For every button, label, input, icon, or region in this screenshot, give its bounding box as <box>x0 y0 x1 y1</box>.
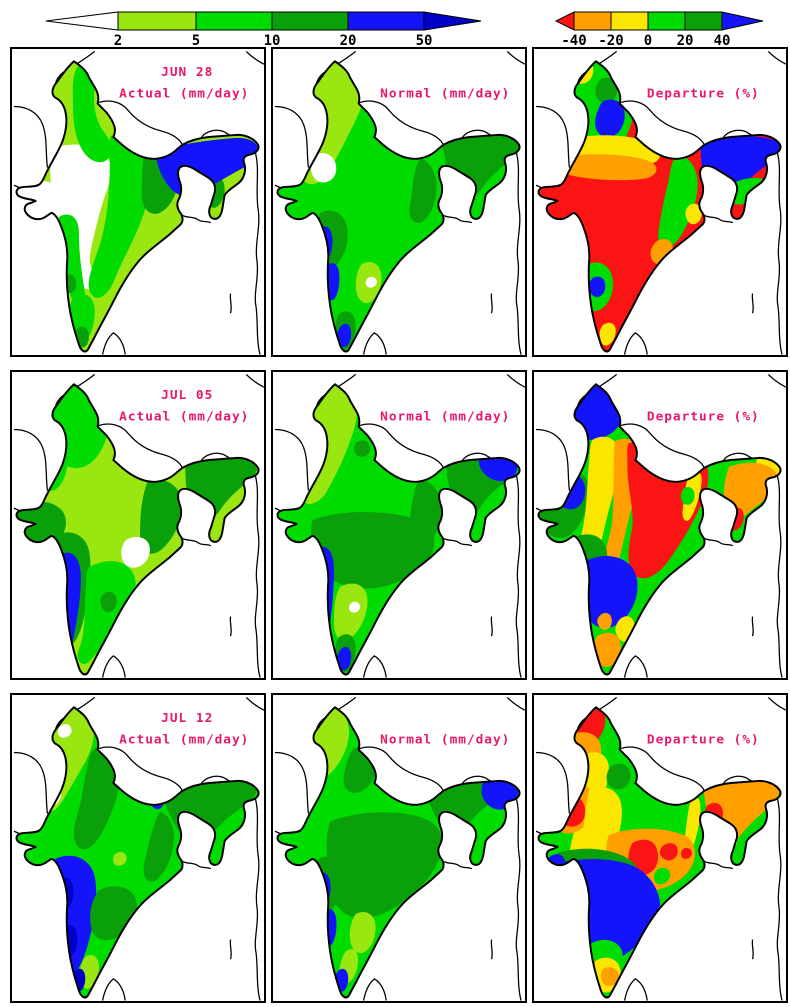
rain-tick-label: 20 <box>340 33 357 47</box>
contour-region-blue <box>337 323 352 348</box>
contour-region-dk_green <box>139 479 182 554</box>
contour-region-green <box>654 867 671 885</box>
contour-region-yellow <box>599 322 616 346</box>
contour-region-green <box>658 153 698 247</box>
contour-region-white <box>365 276 377 288</box>
contour-region-dk_green <box>16 501 66 545</box>
rain-segment-10-20 <box>271 11 349 31</box>
rain-tick-label: 5 <box>192 33 200 47</box>
departure-right-arrow <box>721 11 764 31</box>
departure-tick-label: -40 <box>561 33 586 47</box>
contour-region-dk_green <box>409 157 437 223</box>
contour-region-lt_green <box>349 911 376 954</box>
panel-title-label: Normal (mm/day) <box>380 733 510 748</box>
contour-region-blue <box>155 137 259 197</box>
contour-region-orange <box>557 154 657 181</box>
contour-region-dk_green <box>143 811 174 882</box>
contour-region-orange <box>600 967 620 986</box>
contour-region-white <box>50 144 111 290</box>
panel-title-label: Normal (mm/day) <box>380 410 510 425</box>
contour-region-yellow <box>685 203 702 225</box>
contour-region-lt_green <box>112 852 127 866</box>
contour-region-white <box>39 783 62 807</box>
panel-title-label: Actual (mm/day) <box>119 410 249 425</box>
map-panel-departure-jun28: Departure (%) <box>532 47 788 357</box>
panel-date-label: JUL 05 <box>161 388 213 403</box>
panel-date-label: JUL 12 <box>161 711 213 726</box>
rain-segment-5-10 <box>195 11 273 31</box>
map-panel-actual-jul12: JUL 12 Actual (mm/day) <box>10 693 266 1003</box>
contour-region-green <box>72 66 112 163</box>
rain-tick-label: 10 <box>264 33 281 47</box>
rain-left-arrow <box>45 11 119 31</box>
contour-region-dk_green <box>595 77 617 104</box>
contour-region-yellow <box>684 796 701 850</box>
contour-region-orange <box>592 632 621 667</box>
contour-region-dk_green <box>606 763 631 790</box>
contour-region-dk_green <box>62 274 77 294</box>
departure-segment-m20-0 <box>610 11 649 31</box>
contour-region-red <box>659 843 678 861</box>
contour-region-blue <box>588 276 606 297</box>
contour-region-green <box>680 487 695 505</box>
rain-segment-2-5 <box>117 11 197 31</box>
departure-left-arrow <box>554 11 575 31</box>
color-scales: 2 5 10 20 50 -40 -20 0 20 40 <box>45 11 764 47</box>
departure-segment-0-20 <box>647 11 686 31</box>
map-panel-actual-jul05: JUL 05 Actual (mm/day) <box>10 370 266 680</box>
map-panel-normal-jul05: Normal (mm/day) <box>271 370 527 680</box>
map-panel-departure-jul05: Departure (%) <box>532 370 788 680</box>
contour-region-red <box>680 848 693 859</box>
departure-segment-20-40 <box>684 11 723 31</box>
panel-title-label: Actual (mm/day) <box>119 87 249 102</box>
contour-region-white <box>16 180 65 222</box>
contour-region-dk_green <box>354 440 370 458</box>
contour-region-red <box>627 439 709 579</box>
panel-title-label: Departure (%) <box>647 87 760 102</box>
rain-segment-20-50 <box>347 11 425 31</box>
contour-region-dk_green <box>100 591 117 613</box>
rain-right-arrow <box>423 11 482 31</box>
panel-title-label: Departure (%) <box>647 410 760 425</box>
rain-colorbar: 2 5 10 20 50 <box>45 11 482 47</box>
contour-region-blue <box>337 646 352 671</box>
contour-region-white <box>310 153 337 183</box>
contour-region-orange <box>597 613 612 630</box>
departure-tick-label: 20 <box>677 33 694 47</box>
contour-region-white <box>121 537 150 568</box>
departure-tick-label: 40 <box>714 33 731 47</box>
contour-region-white <box>349 601 361 613</box>
departure-segment-m40-m20 <box>573 11 612 31</box>
contour-region-orange <box>723 462 778 522</box>
panel-title-label: Departure (%) <box>647 733 760 748</box>
contour-region-white <box>57 724 72 738</box>
rain-tick-label: 50 <box>416 33 433 47</box>
map-panel-normal-jul12: Normal (mm/day) <box>271 693 527 1003</box>
contour-region-dk_green <box>74 746 121 850</box>
contour-region-blue <box>580 556 638 628</box>
departure-tick-label: 0 <box>644 33 652 47</box>
contour-region-dk_green <box>311 511 435 589</box>
contour-region-blue <box>595 99 625 138</box>
departure-tick-label: -20 <box>598 33 623 47</box>
contour-region-dk_green <box>407 478 442 552</box>
contour-region-green <box>88 133 155 298</box>
contour-region-lt_green <box>334 583 368 642</box>
contour-region-blue <box>478 454 518 482</box>
rain-tick-label: 2 <box>114 33 122 47</box>
contour-region-blue <box>538 471 558 493</box>
map-panel-departure-jul12: Departure (%) <box>532 693 788 1003</box>
departure-colorbar: -40 -20 0 20 40 <box>554 11 764 47</box>
contour-region-green <box>77 561 136 664</box>
panel-title-label: Actual (mm/day) <box>119 733 249 748</box>
map-panel-normal-jun28: Normal (mm/day) <box>271 47 527 357</box>
map-panel-actual-jun28: JUN 28 Actual (mm/day) <box>10 47 266 357</box>
contour-region-dk_green <box>326 812 443 919</box>
contour-region-dk_green <box>90 886 137 941</box>
panel-title-label: Normal (mm/day) <box>380 87 510 102</box>
panel-date-label: JUN 28 <box>161 65 213 80</box>
contour-region-red <box>628 839 659 875</box>
map-grid: JUN 28 Actual (mm/day) Normal (mm/day) D… <box>10 47 788 1003</box>
